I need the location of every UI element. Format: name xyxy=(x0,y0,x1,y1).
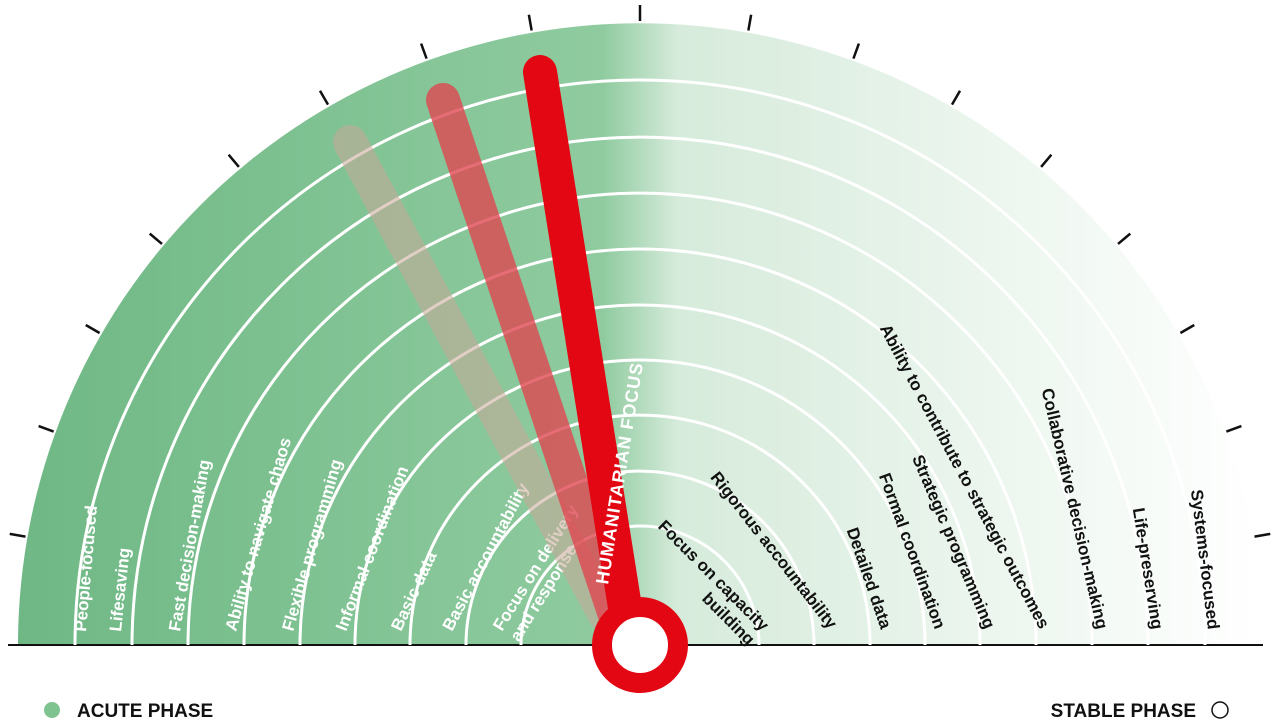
gauge-tick xyxy=(950,90,962,106)
gauge-tick xyxy=(1225,424,1242,433)
gauge-tick xyxy=(227,153,240,168)
gauge-ring-1 xyxy=(73,78,1207,646)
gauge-ring-8 xyxy=(464,469,816,646)
stable-phase-label: STABLE PHASE xyxy=(1051,701,1196,722)
gauge-tick xyxy=(419,43,428,60)
gauge-ring-2 xyxy=(130,135,1150,646)
phase-legend: ACUTE PHASE STABLE PHASE xyxy=(44,701,1229,722)
gauge-ring-5 xyxy=(298,303,982,646)
gauge-ring-3 xyxy=(186,191,1094,646)
gauge-ring-7 xyxy=(408,413,872,646)
gauge-tick xyxy=(9,532,26,538)
stable-phase-dot xyxy=(1211,701,1229,719)
gauge-tick xyxy=(747,14,753,31)
gauge-needles: HUMANITARIAN FOCUS xyxy=(333,55,688,693)
gauge-tick xyxy=(148,232,163,245)
gauge-tick xyxy=(1179,323,1195,335)
acute-phase-label: ACUTE PHASE xyxy=(77,701,213,722)
gauge-ring-9 xyxy=(519,524,761,646)
gauge-tick xyxy=(1254,532,1271,538)
gauge-tick xyxy=(1117,232,1132,245)
gauge-tick xyxy=(527,14,533,31)
needle-main xyxy=(523,55,644,637)
gauge-fill xyxy=(18,23,1262,645)
needle-hub xyxy=(592,597,688,693)
gauge-tick xyxy=(852,43,861,60)
needle-ghost-far xyxy=(333,125,622,632)
gauge-ring-6 xyxy=(353,358,927,646)
gauge-ring-4 xyxy=(242,247,1038,646)
gauge-tick xyxy=(38,424,55,433)
needle-ghost-mid xyxy=(426,83,632,632)
gauge-tick xyxy=(1040,153,1053,168)
gauge-rings xyxy=(73,78,1207,646)
gauge-tick xyxy=(85,323,101,335)
gauge-ticks xyxy=(9,5,1271,538)
acute-phase-dot xyxy=(44,702,60,718)
gauge-tick xyxy=(318,90,330,106)
